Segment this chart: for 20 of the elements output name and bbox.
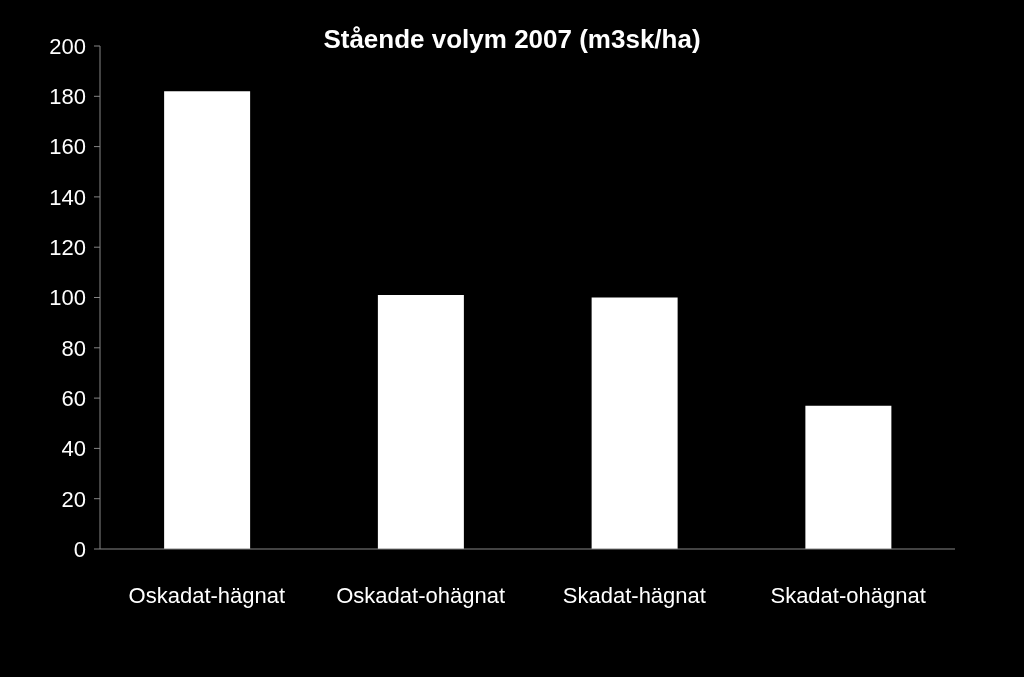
chart-title: Stående volym 2007 (m3sk/ha)	[323, 24, 701, 54]
bar	[591, 297, 678, 549]
bar	[805, 405, 892, 549]
x-tick-label: Oskadat-ohägnat	[336, 582, 506, 608]
y-tick-label: 200	[49, 33, 86, 59]
y-tick-label: 100	[49, 285, 86, 311]
bar	[164, 91, 251, 549]
y-tick-label: 20	[61, 486, 86, 512]
y-tick-label: 0	[73, 536, 86, 562]
y-tick-label: 80	[61, 335, 86, 361]
y-tick-label: 180	[49, 84, 86, 110]
y-tick-label: 160	[49, 134, 86, 160]
y-tick-label: 140	[49, 184, 86, 210]
y-tick-label: 60	[61, 385, 86, 411]
y-tick-label: 40	[61, 436, 86, 462]
bar	[377, 294, 464, 549]
x-tick-label: Skadat-ohägnat	[770, 582, 926, 608]
y-tick-label: 120	[49, 235, 86, 261]
x-tick-label: Oskadat-hägnat	[128, 582, 286, 608]
x-tick-label: Skadat-hägnat	[562, 582, 706, 608]
